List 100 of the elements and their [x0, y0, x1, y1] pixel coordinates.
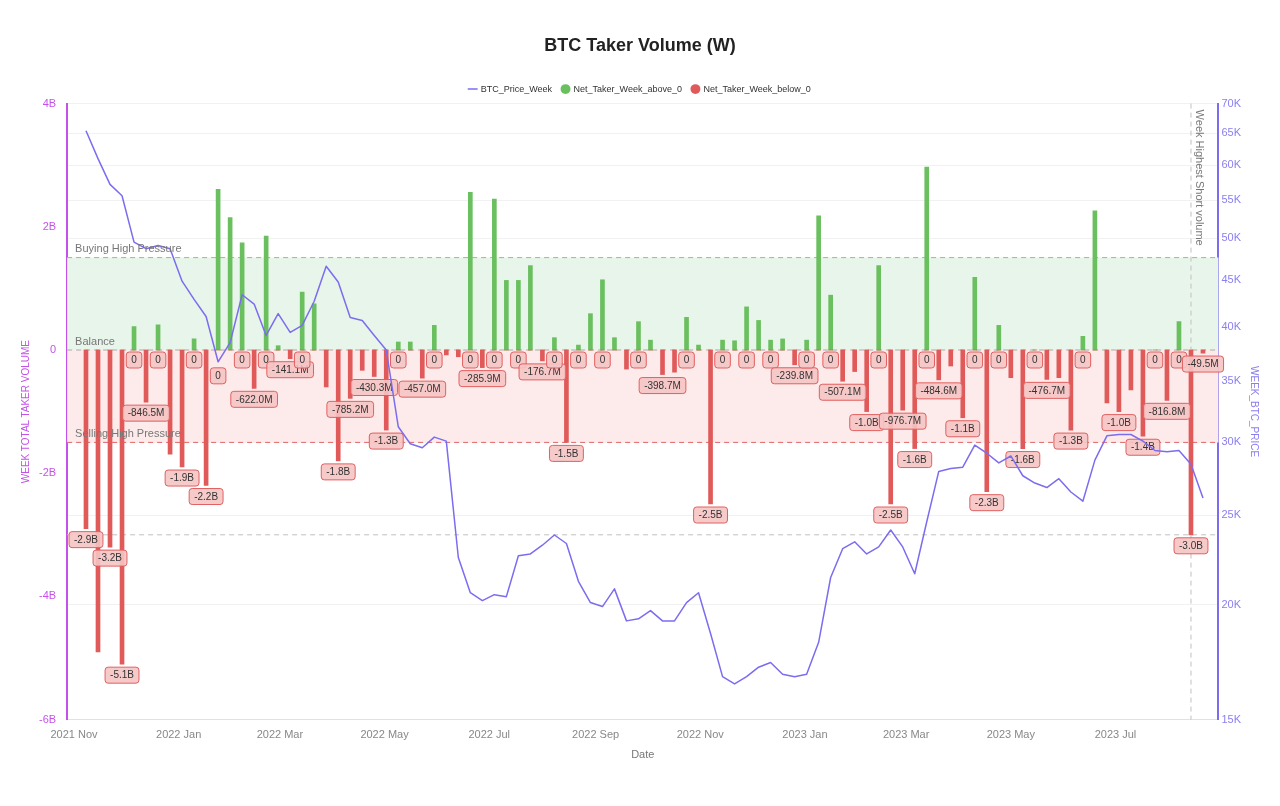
x-tick-label: 2023 May: [986, 728, 1036, 741]
y2-axis-title: WEEK_BTC_PRICE: [1249, 366, 1261, 458]
data-label: 0: [743, 354, 750, 366]
data-label: 0: [996, 354, 1003, 366]
y-tick-label: -4B: [38, 589, 57, 602]
data-label: -1.8B: [326, 466, 351, 478]
data-label: -239.8M: [776, 370, 813, 382]
data-label: 0: [467, 354, 474, 366]
data-label: 0: [191, 354, 198, 366]
data-label: -176.7M: [524, 366, 561, 378]
data-label: -507.1M: [824, 386, 862, 398]
data-label: 0: [239, 354, 246, 366]
data-label: 0: [431, 354, 438, 366]
data-label: -457.0M: [403, 383, 441, 395]
x-tick-label: 2021 Nov: [50, 728, 99, 741]
data-label: 0: [683, 354, 690, 366]
data-label: -785.2M: [331, 403, 369, 415]
data-label: 0: [491, 354, 498, 366]
data-label: 0: [923, 354, 930, 366]
data-label: 0: [767, 354, 774, 366]
data-label: -484.6M: [920, 385, 958, 397]
data-label: -2.9B: [74, 533, 99, 545]
data-label: -430.3M: [355, 381, 393, 393]
data-label: -2.5B: [698, 509, 723, 521]
data-label: -1.9B: [170, 472, 195, 484]
x-tick-label: 2022 Jul: [468, 728, 510, 741]
data-label: -1.6B: [902, 453, 928, 465]
x-tick-label: 2022 May: [360, 728, 410, 741]
legend-label: Net_Taker_Week_above_0: [573, 83, 682, 94]
data-label: -1.0B: [1106, 416, 1132, 428]
data-label: -285.9M: [464, 372, 501, 384]
legend-label: BTC_Price_Week: [480, 83, 553, 94]
ref-line-label: Balance: [75, 334, 115, 347]
data-label: 0: [803, 354, 810, 366]
data-label: -5.1B: [110, 669, 135, 681]
y-axis-title: WEEK TOTAL TAKER VOLUME: [19, 339, 31, 484]
ref-line-label: Week Highest Short volume: [1194, 109, 1207, 246]
data-label: 0: [1152, 354, 1159, 366]
data-label: -846.5M: [127, 407, 165, 419]
y2-tick-label: 35K: [1221, 373, 1242, 386]
data-label: -1.6B: [1010, 453, 1036, 465]
x-tick-label: 2022 Jan: [156, 728, 202, 741]
y2-tick-label: 40K: [1221, 320, 1242, 333]
x-tick-label: 2023 Jul: [1094, 728, 1137, 741]
data-label: -398.7M: [644, 379, 681, 391]
data-label: 0: [551, 354, 558, 366]
y2-tick-label: 15K: [1221, 712, 1242, 725]
data-label: 0: [827, 354, 834, 366]
y-tick-label: -6B: [38, 712, 57, 725]
chart-title: BTC Taker Volume (W): [544, 34, 736, 55]
y2-tick-label: 20K: [1221, 597, 1242, 610]
data-label: 0: [395, 354, 402, 366]
data-label: -49.5M: [1187, 358, 1219, 370]
data-label: -3.0B: [1179, 540, 1204, 552]
data-label: 0: [515, 354, 522, 366]
data-label: -2.3B: [974, 496, 1000, 508]
y2-tick-label: 60K: [1221, 158, 1242, 171]
x-tick-label: 2022 Nov: [676, 728, 725, 741]
data-label: 0: [215, 370, 222, 382]
y-tick-label: 4B: [42, 96, 57, 109]
data-label: 0: [155, 354, 162, 366]
data-label: -2.5B: [878, 509, 903, 521]
data-label: 0: [635, 354, 642, 366]
data-label: 0: [1080, 354, 1087, 366]
x-tick-label: 2022 Sep: [572, 728, 620, 741]
y-tick-label: 2B: [42, 219, 57, 232]
data-label: -622.0M: [235, 393, 273, 405]
y2-tick-label: 25K: [1221, 508, 1242, 521]
x-tick-label: 2023 Jan: [782, 728, 828, 741]
y-tick-label: 0: [49, 343, 57, 356]
x-axis-title: Date: [631, 748, 655, 761]
x-tick-label: 2022 Mar: [256, 728, 304, 741]
data-label: 0: [575, 354, 582, 366]
y2-tick-label: 65K: [1221, 126, 1242, 139]
data-label: 0: [1176, 354, 1183, 366]
x-tick-label: 2023 Mar: [882, 728, 930, 741]
data-label: 0: [299, 354, 306, 366]
data-label: 0: [875, 354, 882, 366]
data-label: 0: [972, 354, 978, 366]
data-label: -141.1M: [271, 363, 309, 375]
y-tick-label: -2B: [38, 466, 57, 479]
y2-tick-label: 30K: [1221, 435, 1242, 448]
data-label: 0: [263, 354, 270, 366]
data-label: -1.3B: [374, 435, 399, 447]
legend-label: Net_Taker_Week_below_0: [703, 83, 811, 94]
data-label: 0: [599, 354, 606, 366]
data-label: -1.3B: [1058, 435, 1084, 447]
data-label: 0: [719, 354, 726, 366]
data-label: -976.7M: [884, 415, 922, 427]
data-label: -3.2B: [98, 552, 123, 564]
data-label: -2.2B: [194, 490, 219, 502]
data-label: -1.5B: [554, 447, 579, 459]
data-label: 0: [1032, 354, 1039, 366]
y2-tick-label: 50K: [1221, 231, 1242, 244]
data-label: -1.0B: [854, 416, 879, 428]
y2-tick-label: 70K: [1221, 96, 1242, 109]
y2-tick-label: 45K: [1221, 273, 1242, 286]
data-label: 0: [131, 354, 138, 366]
data-label: -476.7M: [1028, 384, 1066, 396]
y2-tick-label: 55K: [1221, 193, 1242, 206]
